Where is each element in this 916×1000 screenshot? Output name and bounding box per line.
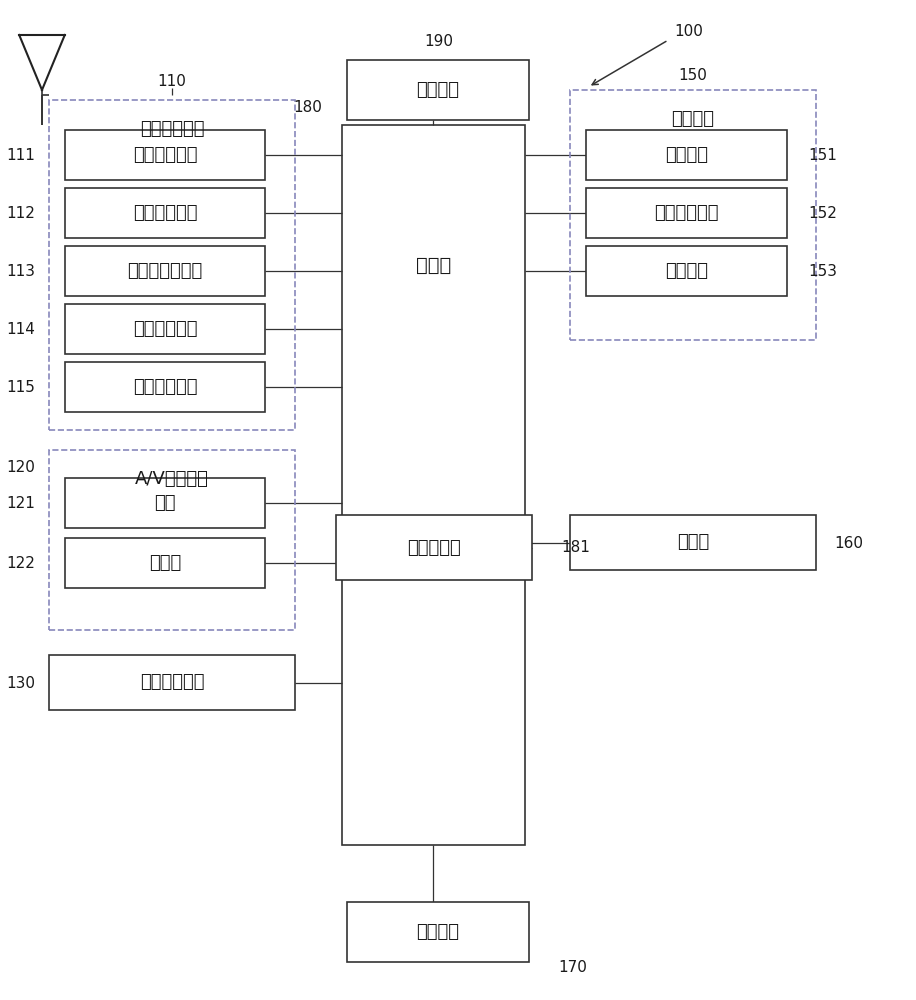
Text: 120: 120 [6, 460, 36, 476]
Bar [65, 188, 265, 238]
Text: 存储器: 存储器 [677, 534, 709, 552]
Text: A/V输入单元: A/V输入单元 [136, 470, 209, 488]
Text: 无线互联网模块: 无线互联网模块 [127, 262, 202, 280]
Text: 190: 190 [424, 34, 453, 49]
Bar [586, 130, 787, 180]
Text: 160: 160 [834, 536, 863, 550]
Bar [65, 304, 265, 354]
Text: 115: 115 [6, 379, 36, 394]
Text: 111: 111 [6, 147, 36, 162]
Bar [586, 188, 787, 238]
Text: 电源单元: 电源单元 [417, 81, 460, 99]
Bar [65, 130, 265, 180]
Text: 112: 112 [6, 206, 36, 221]
Bar [65, 538, 265, 588]
Text: 控制器: 控制器 [416, 255, 451, 274]
Bar [336, 515, 532, 580]
Text: 180: 180 [293, 100, 322, 114]
Text: 150: 150 [679, 68, 707, 84]
Text: 移动通信模块: 移动通信模块 [133, 204, 197, 222]
Bar [65, 246, 265, 296]
Bar [343, 125, 525, 845]
Text: 122: 122 [6, 556, 36, 570]
Text: 音频输出模块: 音频输出模块 [654, 204, 719, 222]
Bar [570, 90, 816, 340]
Text: 显示单元: 显示单元 [665, 146, 708, 164]
Text: 153: 153 [809, 263, 837, 278]
Text: 广播接收模块: 广播接收模块 [133, 146, 197, 164]
Bar [347, 902, 529, 962]
Text: 短程通信模块: 短程通信模块 [133, 320, 197, 338]
Bar [65, 478, 265, 528]
Text: 121: 121 [6, 495, 36, 510]
Text: 113: 113 [6, 263, 36, 278]
Text: 输出单元: 输出单元 [671, 110, 714, 128]
Text: 多媒体模块: 多媒体模块 [407, 538, 461, 556]
Bar [586, 246, 787, 296]
Text: 用户输入单元: 用户输入单元 [140, 674, 204, 692]
Text: 麦克风: 麦克风 [148, 554, 181, 572]
Text: 114: 114 [6, 322, 36, 336]
Text: 152: 152 [809, 206, 837, 221]
Text: 151: 151 [809, 147, 837, 162]
Text: 181: 181 [561, 540, 590, 556]
Text: 位置信息模块: 位置信息模块 [133, 378, 197, 396]
Bar [347, 60, 529, 120]
Text: 无线通信单元: 无线通信单元 [140, 120, 204, 138]
Bar [570, 515, 816, 570]
Text: 110: 110 [158, 75, 187, 90]
Text: 170: 170 [558, 960, 587, 976]
Bar [65, 362, 265, 412]
Text: 警报单元: 警报单元 [665, 262, 708, 280]
Bar [49, 450, 295, 630]
Bar [49, 655, 295, 710]
Text: 130: 130 [6, 676, 36, 690]
Bar [49, 100, 295, 430]
Text: 接口单元: 接口单元 [417, 923, 460, 941]
Text: 100: 100 [674, 24, 703, 39]
Text: 相机: 相机 [154, 494, 176, 512]
